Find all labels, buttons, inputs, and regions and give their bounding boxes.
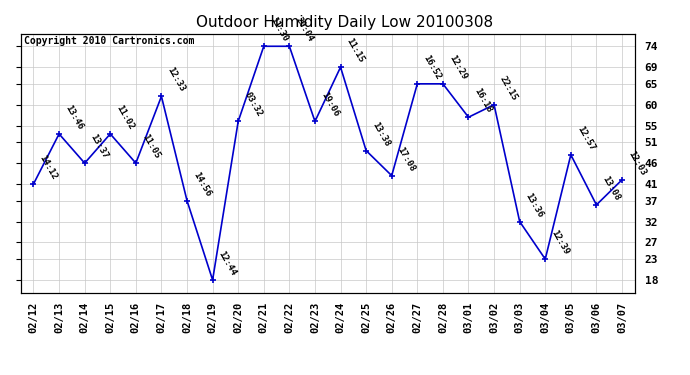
Text: 19:06: 19:06 <box>319 91 340 118</box>
Text: 03:32: 03:32 <box>242 91 264 118</box>
Text: 11:05: 11:05 <box>140 133 161 160</box>
Text: 11:15: 11:15 <box>345 37 366 64</box>
Text: 11:30: 11:30 <box>268 16 289 44</box>
Text: 16:18: 16:18 <box>473 87 494 114</box>
Text: 17:08: 17:08 <box>396 145 417 173</box>
Text: 13:46: 13:46 <box>63 104 84 131</box>
Text: 11:02: 11:02 <box>115 104 136 131</box>
Text: 14:56: 14:56 <box>191 170 213 198</box>
Text: 13:08: 13:08 <box>600 174 622 202</box>
Text: 14:12: 14:12 <box>38 153 59 181</box>
Text: 13:38: 13:38 <box>371 120 391 148</box>
Text: 12:57: 12:57 <box>575 124 596 152</box>
Text: 12:03: 12:03 <box>626 149 647 177</box>
Text: 12:44: 12:44 <box>217 249 238 277</box>
Text: Copyright 2010 Cartronics.com: Copyright 2010 Cartronics.com <box>23 36 194 46</box>
Text: 13:37: 13:37 <box>89 133 110 160</box>
Text: 22:15: 22:15 <box>498 74 520 102</box>
Text: 12:33: 12:33 <box>166 66 187 94</box>
Text: Outdoor Humidity Daily Low 20100308: Outdoor Humidity Daily Low 20100308 <box>197 15 493 30</box>
Text: 13:36: 13:36 <box>524 191 545 219</box>
Text: 12:39: 12:39 <box>549 228 571 256</box>
Text: 20:04: 20:04 <box>293 16 315 44</box>
Text: 16:52: 16:52 <box>422 53 443 81</box>
Text: 12:29: 12:29 <box>447 53 469 81</box>
